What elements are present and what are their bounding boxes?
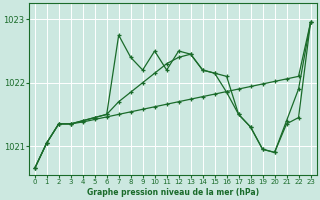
X-axis label: Graphe pression niveau de la mer (hPa): Graphe pression niveau de la mer (hPa) — [87, 188, 259, 197]
